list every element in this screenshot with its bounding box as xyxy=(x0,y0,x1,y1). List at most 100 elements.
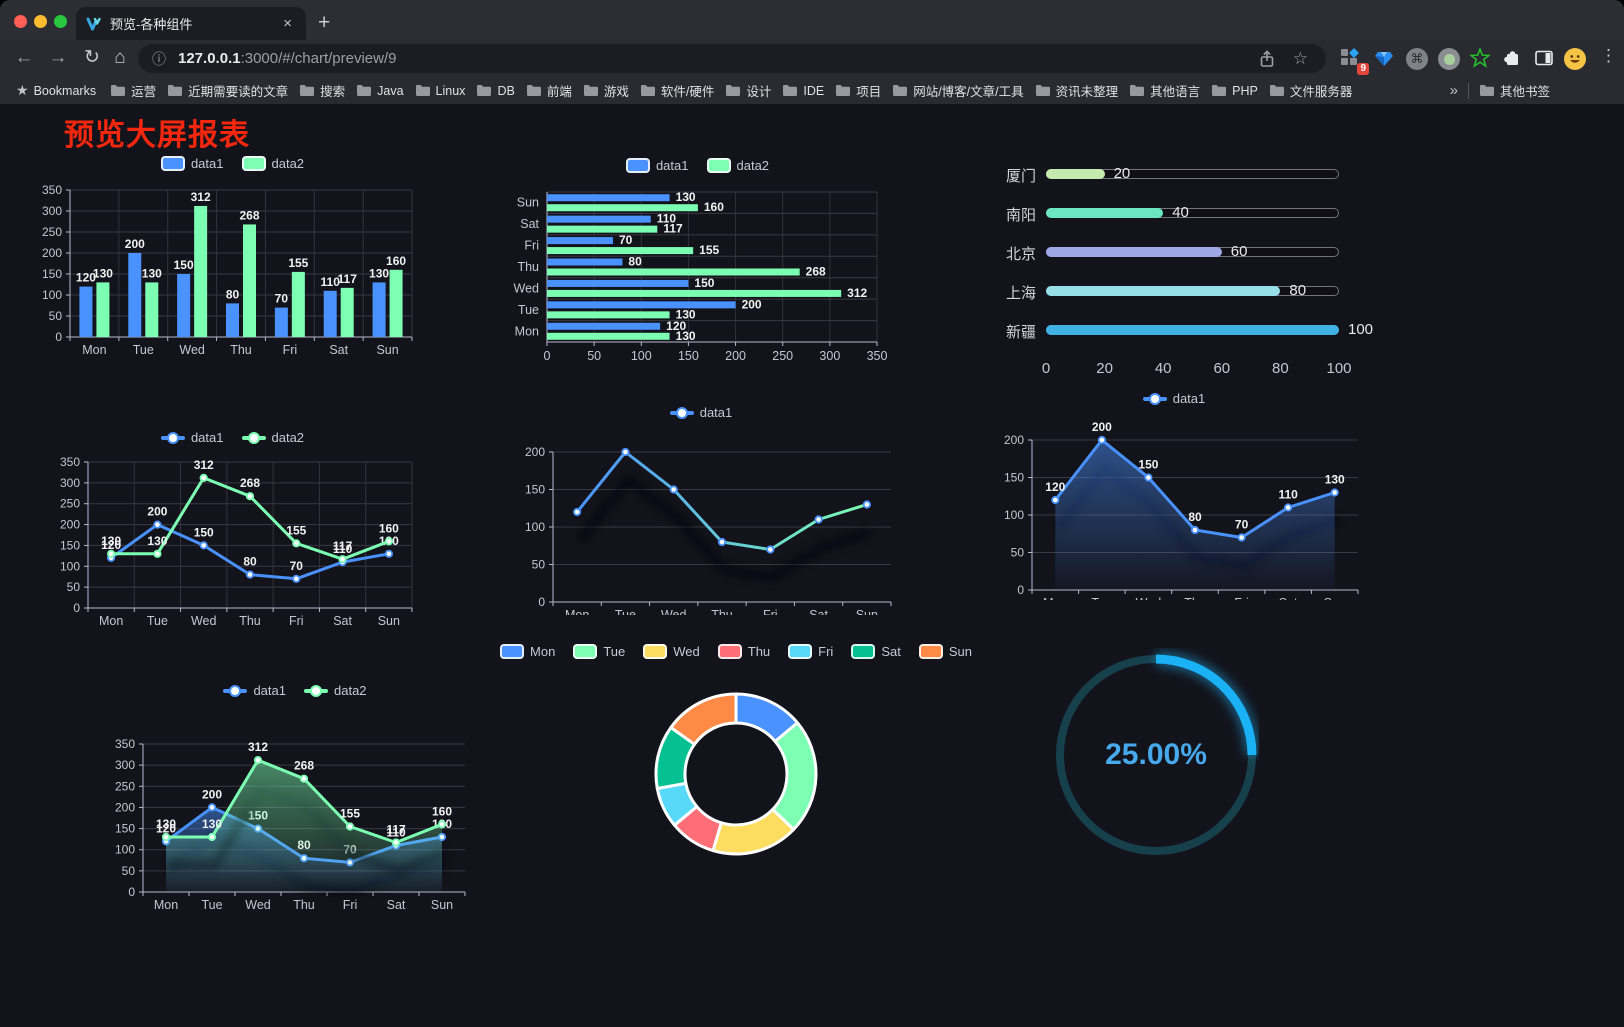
legend-item[interactable]: Wed xyxy=(643,644,700,659)
pie-slice[interactable] xyxy=(669,692,738,746)
home-button[interactable]: ⌂ xyxy=(114,47,126,68)
tab-close-icon[interactable]: × xyxy=(283,15,292,32)
extension-star-icon[interactable] xyxy=(1468,46,1492,70)
bookmark-folder[interactable]: PHP xyxy=(1211,84,1258,98)
traffic-close-button[interactable] xyxy=(14,15,27,28)
browser-menu-icon[interactable]: ⋮ xyxy=(1600,46,1617,65)
back-button[interactable]: ← xyxy=(14,47,34,68)
legend-item[interactable]: Tue xyxy=(573,644,625,659)
svg-text:0: 0 xyxy=(73,601,80,615)
bookmarks-overflow-chevron[interactable]: » xyxy=(1449,82,1458,99)
bookmark-star-icon[interactable]: ☆ xyxy=(1292,48,1308,68)
svg-text:268: 268 xyxy=(240,476,260,490)
chart-progress-bars[interactable]: 厦门 20 南阳 40 北京 60 上海 80 新疆 100 0 20 40 60 80 100 xyxy=(992,152,1373,392)
bookmark-folder[interactable]: 设计 xyxy=(725,81,771,100)
svg-text:155: 155 xyxy=(288,256,308,270)
chart-bar-vertical[interactable]: data1 data2 0 50 100 150 200 250 300 350 Mon Tue Wed… xyxy=(40,150,425,368)
svg-text:80: 80 xyxy=(628,255,642,269)
bookmark-folder[interactable]: Linux xyxy=(415,84,465,98)
bookmark-folder[interactable]: 网站/博客/文章/工具 xyxy=(892,81,1024,100)
svg-text:155: 155 xyxy=(286,523,306,537)
bookmark-folder[interactable]: 近期需要读的文章 xyxy=(167,81,288,100)
extension-emoji-icon[interactable] xyxy=(1564,48,1586,70)
other-bookmarks[interactable]: 其他书签 xyxy=(1479,81,1550,100)
legend-item[interactable]: data2 xyxy=(241,156,304,171)
legend-item[interactable]: data1 xyxy=(625,158,689,173)
axis-tick-label: 100 xyxy=(1326,360,1352,377)
legend-item[interactable]: Thu xyxy=(717,644,770,659)
extensions-puzzle-icon[interactable] xyxy=(1502,48,1524,70)
legend-item[interactable]: data1 xyxy=(223,683,286,698)
bookmarks-overflow-group: » 其他书签 xyxy=(1450,77,1550,104)
legend-item[interactable]: data1 xyxy=(669,405,732,420)
bookmark-folder[interactable]: 软件/硬件 xyxy=(640,81,714,100)
pie-slice[interactable] xyxy=(711,807,796,856)
svg-text:100: 100 xyxy=(42,288,62,302)
chart-line-gradient[interactable]: data1 0 50 100 150 200 Mon Tue Wed Thu Fri Sat Sun xyxy=(505,400,897,622)
svg-text:Sun: Sun xyxy=(856,608,878,615)
bookmark-folder[interactable]: Java xyxy=(356,84,404,98)
svg-text:Thu: Thu xyxy=(239,614,261,628)
address-bar[interactable]: ⓘ 127.0.0.1:3000/#/chart/preview/9 ☆ xyxy=(138,44,1326,73)
chart-donut[interactable]: Mon Tue Wed Thu Fri Sat Sun xyxy=(500,638,972,890)
bookmark-folder[interactable]: 游戏 xyxy=(583,81,629,100)
forward-button[interactable]: → xyxy=(48,47,68,68)
legend-item[interactable]: data2 xyxy=(706,158,769,173)
bookmark-folder[interactable]: 项目 xyxy=(835,81,881,100)
chart-line-area[interactable]: data1 0 50 100 150 200 Mon Tue Wed Thu Fri Sat Sun 12… xyxy=(986,386,1362,610)
chart-bar-horizontal[interactable]: data1 data2 0 50 100 150 200 250 300 350 Sun Sat Fri… xyxy=(505,152,890,366)
legend-item[interactable]: Mon xyxy=(500,644,555,659)
site-info-icon[interactable]: ⓘ xyxy=(152,50,166,67)
svg-text:Thu: Thu xyxy=(1184,596,1206,600)
legend-item[interactable]: data1 xyxy=(160,430,224,445)
legend-item[interactable]: data2 xyxy=(241,430,304,445)
bookmark-folder[interactable]: DB xyxy=(476,84,515,98)
browser-tab[interactable]: 预览-各种组件 × xyxy=(76,7,306,40)
chart-line-basic[interactable]: data1 data2 0 50 100 150 200 250 300 350 Mon Tue Wed… xyxy=(40,424,425,634)
bookmark-folder[interactable]: 搜索 xyxy=(299,81,345,100)
legend-item[interactable]: data1 xyxy=(160,156,224,171)
chart-legend: Mon Tue Wed Thu Fri Sat Sun xyxy=(500,644,972,659)
legend-item[interactable]: Fri xyxy=(788,644,833,659)
svg-text:250: 250 xyxy=(60,497,80,511)
chart-line-area-two[interactable]: data1 data2 0 50 100 150 200 250 300 350 Mon Tue Wed… xyxy=(113,676,477,920)
extension-cmd-icon[interactable]: ⌘ xyxy=(1406,48,1428,70)
new-tab-button[interactable]: + xyxy=(318,11,331,34)
share-icon[interactable] xyxy=(1259,49,1275,68)
legend-item[interactable]: data2 xyxy=(304,683,367,698)
extension-record-icon[interactable] xyxy=(1438,48,1460,70)
bookmark-folder[interactable]: 运营 xyxy=(110,81,156,100)
legend-item[interactable]: data1 xyxy=(1142,391,1205,406)
traffic-minimize-button[interactable] xyxy=(34,15,47,28)
pie-slice[interactable] xyxy=(771,721,818,831)
svg-text:150: 150 xyxy=(694,276,714,290)
reload-button[interactable]: ↻ xyxy=(84,47,100,68)
svg-text:200: 200 xyxy=(1092,420,1112,434)
traffic-zoom-button[interactable] xyxy=(54,15,67,28)
url-host: 127.0.0.1 xyxy=(178,50,241,67)
extension-grid-icon[interactable]: 9 xyxy=(1340,48,1369,75)
bookmark-folder[interactable]: 资讯未整理 xyxy=(1035,81,1118,100)
legend-item[interactable]: Sat xyxy=(851,644,901,659)
legend-item[interactable]: Sun xyxy=(918,644,972,659)
svg-text:268: 268 xyxy=(806,265,826,279)
bookmark-folder[interactable]: 其他语言 xyxy=(1129,81,1200,100)
bookmarks-root[interactable]: ★ Bookmarks xyxy=(16,82,96,99)
tab-favicon-icon xyxy=(86,17,101,30)
progress-label: 厦门 xyxy=(1005,168,1036,185)
chart-legend: data1 data2 xyxy=(40,156,425,171)
side-panel-icon[interactable] xyxy=(1534,48,1556,70)
extension-gem-icon[interactable] xyxy=(1374,48,1396,70)
folder-icon xyxy=(168,85,183,96)
svg-text:350: 350 xyxy=(42,183,62,197)
chart-gauge[interactable]: 25.00% xyxy=(1054,648,1260,860)
bookmark-folder[interactable]: 文件服务器 xyxy=(1269,81,1352,100)
url-text[interactable]: 127.0.0.1:3000/#/chart/preview/9 xyxy=(178,50,1259,67)
folder-icon xyxy=(1269,85,1284,96)
svg-text:70: 70 xyxy=(619,233,633,247)
chart-canvas: 0 50 100 150 200 Mon Tue Wed Thu Fri Sat Sun xyxy=(505,400,897,622)
bookmark-folder[interactable]: IDE xyxy=(782,84,824,98)
svg-text:150: 150 xyxy=(174,258,194,272)
bookmark-folder[interactable]: 前端 xyxy=(526,81,572,100)
svg-text:130: 130 xyxy=(147,534,167,548)
